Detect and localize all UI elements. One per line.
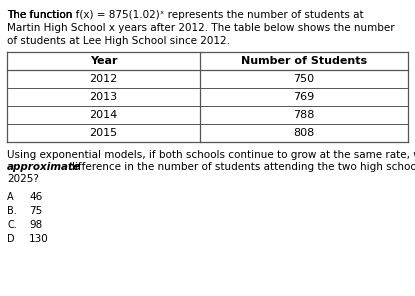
Text: 2025?: 2025? (7, 174, 39, 184)
Text: D: D (7, 234, 15, 244)
Text: 2014: 2014 (89, 110, 117, 120)
Text: Number of Students: Number of Students (241, 56, 367, 66)
Text: 2015: 2015 (90, 128, 117, 138)
Text: The function: The function (7, 10, 76, 20)
Text: 2012: 2012 (89, 74, 117, 84)
Text: 750: 750 (293, 74, 315, 84)
Text: 769: 769 (293, 92, 315, 102)
Text: Martin High School x years after 2012. The table below shows the number: Martin High School x years after 2012. T… (7, 23, 395, 33)
Text: 130: 130 (29, 234, 49, 244)
Text: C.: C. (7, 220, 17, 230)
Text: difference in the number of students attending the two high schools in: difference in the number of students att… (65, 162, 415, 172)
Text: 98: 98 (29, 220, 42, 230)
Text: Year: Year (90, 56, 117, 66)
Text: 46: 46 (29, 192, 42, 202)
Text: The function f(x) = 875(1.02)ˣ represents the number of students at: The function f(x) = 875(1.02)ˣ represent… (7, 10, 364, 20)
Text: B.: B. (7, 206, 17, 216)
Text: 75: 75 (29, 206, 42, 216)
Text: 2013: 2013 (90, 92, 117, 102)
Text: Using exponential models, if both schools continue to grow at the same rate, wha: Using exponential models, if both school… (7, 150, 415, 160)
Text: The function: The function (7, 10, 76, 20)
Text: of students at Lee High School since 2012.: of students at Lee High School since 201… (7, 36, 230, 46)
Text: 808: 808 (293, 128, 315, 138)
Text: A: A (7, 192, 14, 202)
Text: 788: 788 (293, 110, 315, 120)
Text: approximate: approximate (7, 162, 81, 172)
